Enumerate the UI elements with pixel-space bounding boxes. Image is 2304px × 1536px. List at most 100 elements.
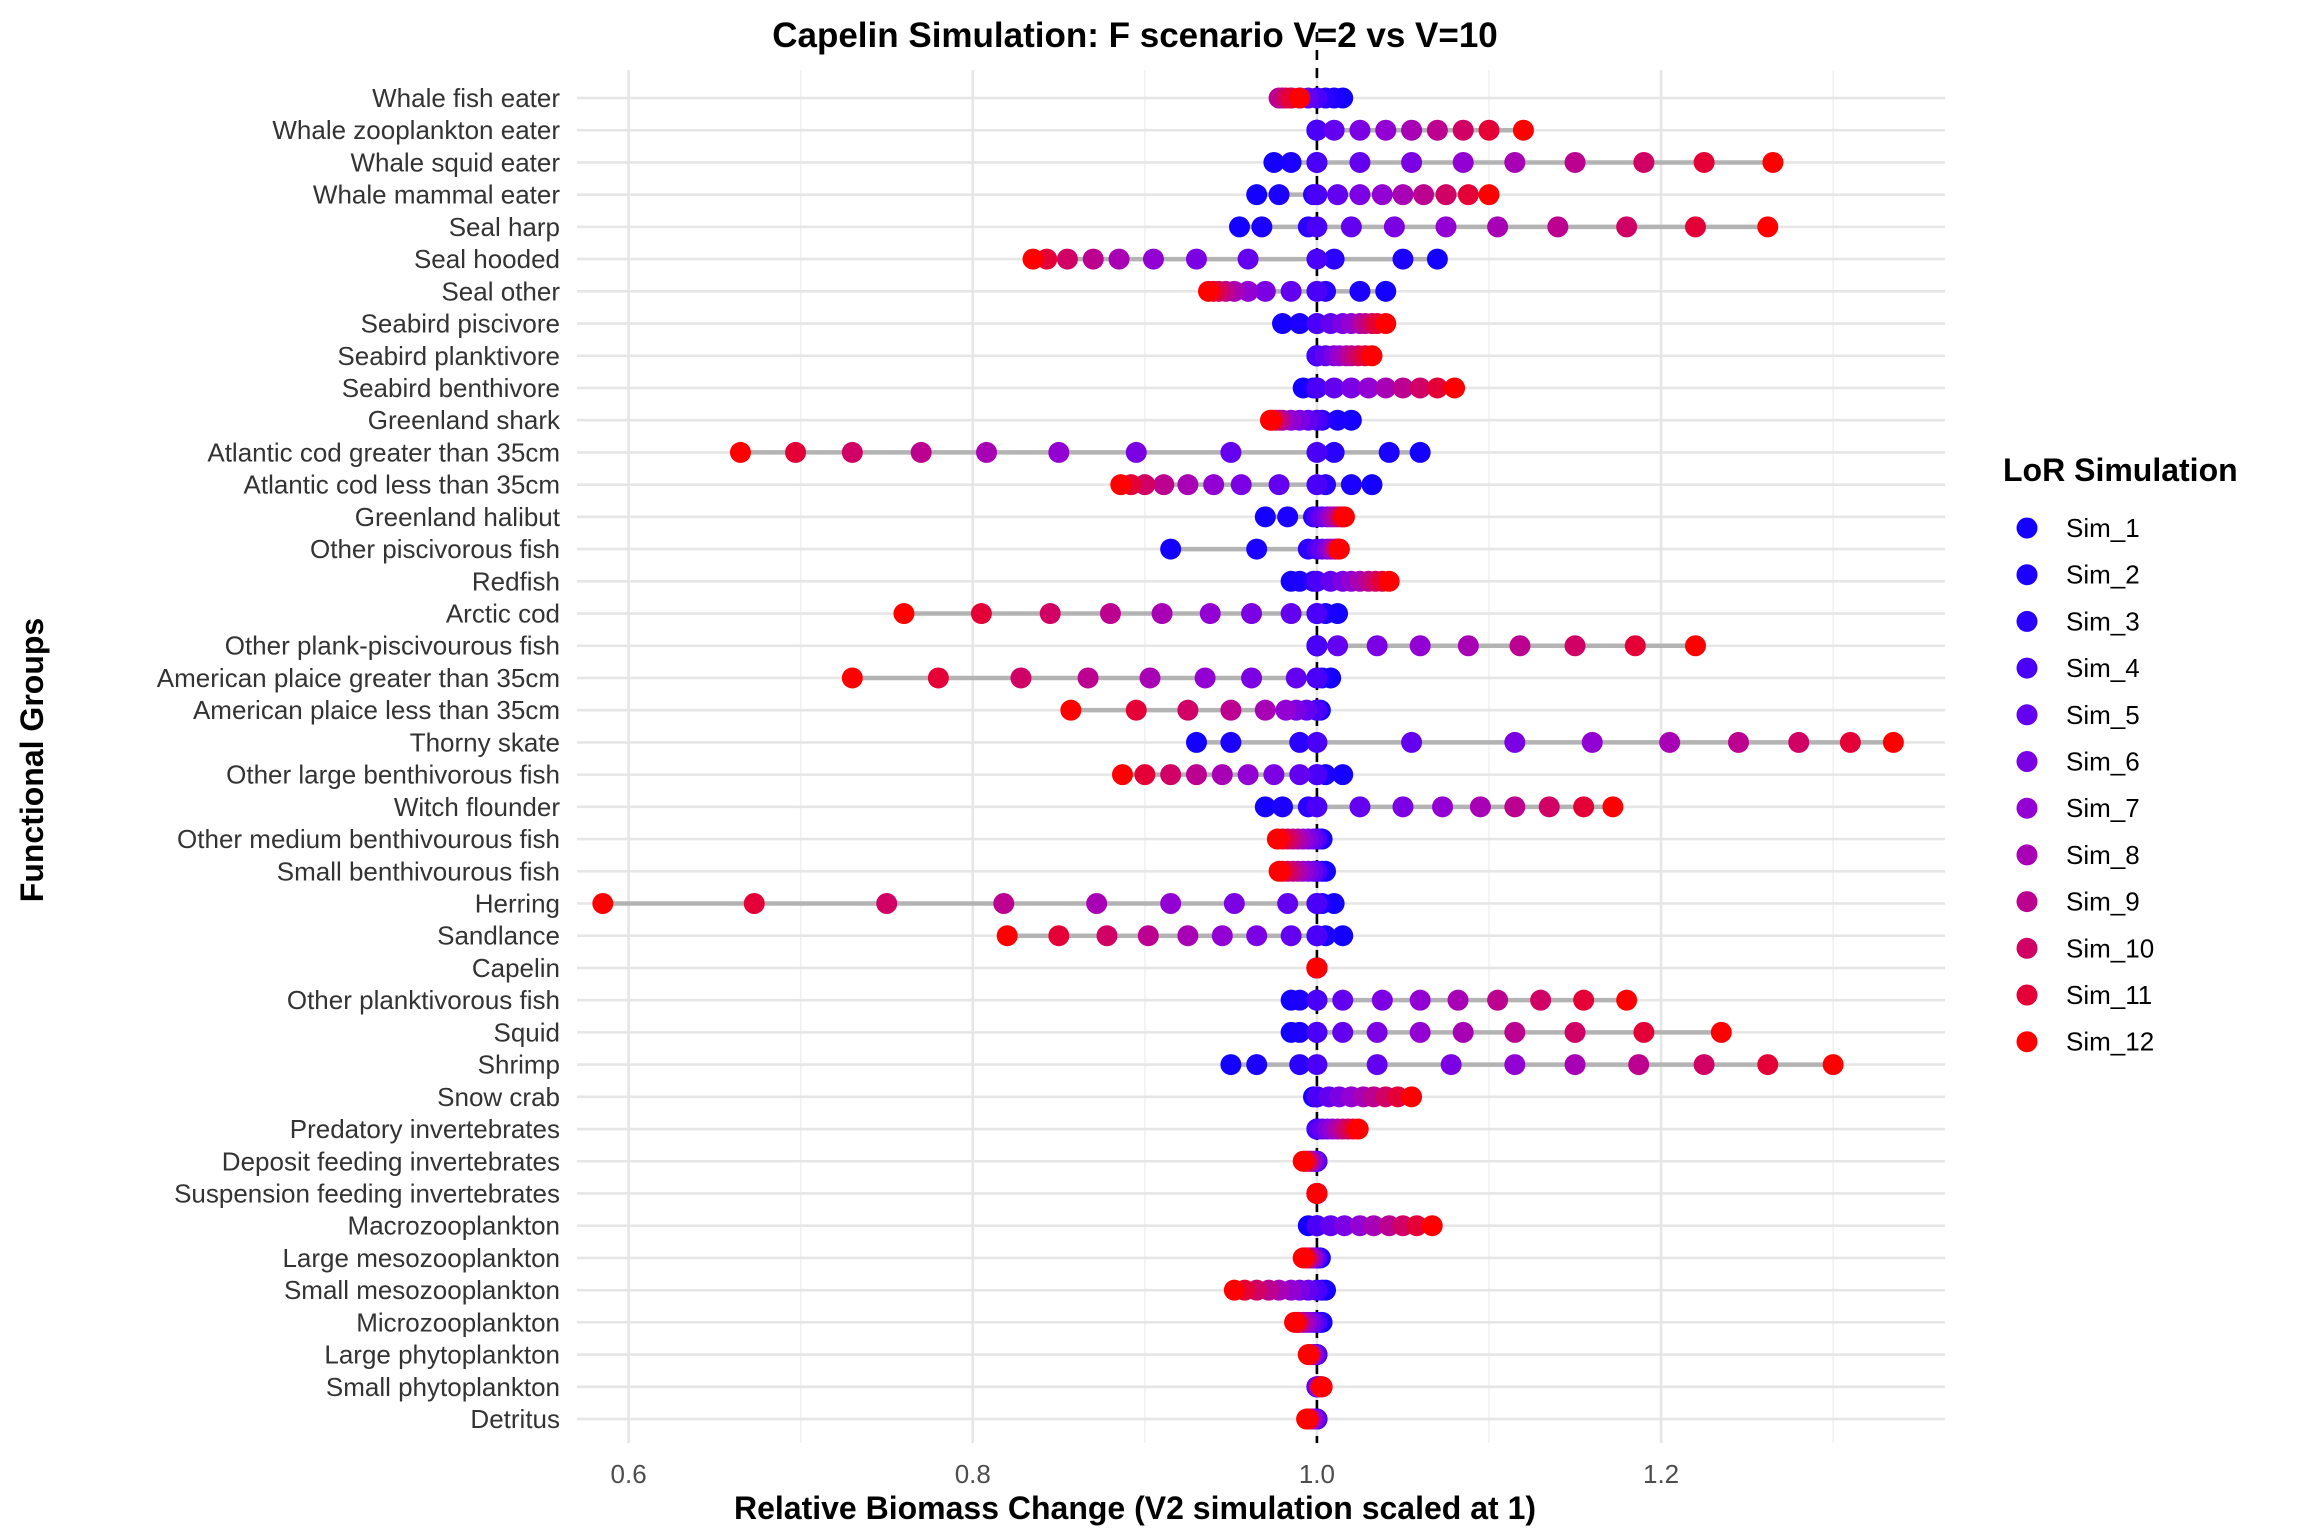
point-sim-8 xyxy=(1177,474,1199,496)
point-sim-8 xyxy=(1086,893,1108,914)
group-label: Deposit feeding invertebrates xyxy=(222,1146,560,1176)
point-sim-2 xyxy=(1246,1054,1268,1076)
legend-label: Sim_1 xyxy=(2066,513,2140,543)
group-label: Herring xyxy=(475,889,560,919)
point-sim-4 xyxy=(1306,377,1328,399)
point-sim-5 xyxy=(1340,216,1362,238)
point-sim-8 xyxy=(1487,216,1509,238)
point-sim-12 xyxy=(1223,1279,1245,1301)
legend-items: Sim_1 Sim_2 Sim_3 Sim_4 Sim_5 Sim_6 Sim_7 Sim_8… xyxy=(2016,513,2154,1057)
point-sim-12 xyxy=(1328,538,1350,560)
group-label: Shrimp xyxy=(478,1050,560,1080)
legend-key-sim-3 xyxy=(2016,610,2038,632)
legend-key-sim-4 xyxy=(2016,657,2038,679)
point-sim-10 xyxy=(1788,731,1810,753)
point-sim-12 xyxy=(1684,635,1706,657)
point-sim-6 xyxy=(1230,474,1252,496)
point-sim-5 xyxy=(1280,925,1302,947)
point-sim-12 xyxy=(1710,1021,1732,1043)
point-sim-3 xyxy=(1323,441,1345,463)
point-sim-10 xyxy=(1564,1021,1586,1043)
point-sim-10 xyxy=(1435,184,1457,206)
legend-key-sim-8 xyxy=(2016,844,2038,866)
x-tick-label: 0.8 xyxy=(955,1459,991,1489)
group-label: Predatory invertebrates xyxy=(290,1114,560,1144)
legend-label: Sim_5 xyxy=(2066,700,2140,730)
point-sim-1 xyxy=(1332,925,1354,947)
point-sim-9 xyxy=(1504,796,1526,818)
point-sim-5 xyxy=(1366,1054,1388,1076)
point-sim-5 xyxy=(1349,796,1371,818)
point-sim-6 xyxy=(1254,280,1276,302)
point-sim-8 xyxy=(1504,151,1526,173)
point-sim-10 xyxy=(1616,216,1638,238)
point-sim-8 xyxy=(1659,731,1681,753)
point-sim-10 xyxy=(1633,151,1655,173)
group-label: Squid xyxy=(494,1017,561,1047)
point-sim-10 xyxy=(1010,667,1032,689)
point-sim-12 xyxy=(1292,1150,1314,1172)
point-sim-11 xyxy=(1757,1054,1779,1076)
point-sim-8 xyxy=(1401,119,1423,141)
point-sim-12 xyxy=(1602,796,1624,818)
x-tick-label: 1.2 xyxy=(1643,1459,1679,1489)
point-sim-1 xyxy=(1263,151,1285,173)
point-sim-6 xyxy=(1333,1215,1355,1237)
point-sim-8 xyxy=(1457,635,1479,657)
point-sim-7 xyxy=(1581,731,1603,753)
point-sim-10 xyxy=(1530,989,1552,1011)
point-sim-1 xyxy=(1426,248,1448,270)
point-sim-4 xyxy=(1306,248,1328,270)
point-sim-9 xyxy=(1547,216,1569,238)
point-sim-9 xyxy=(993,893,1015,914)
point-sim-6 xyxy=(1383,216,1405,238)
point-sim-11 xyxy=(1457,184,1479,206)
group-label: Atlantic cod greater than 35cm xyxy=(207,437,560,467)
point-sim-12 xyxy=(592,893,614,914)
legend-label: Sim_10 xyxy=(2066,933,2154,963)
point-sim-1 xyxy=(1375,280,1397,302)
legend-label: Sim_3 xyxy=(2066,606,2140,636)
point-sim-12 xyxy=(729,441,751,463)
legend-key-sim-1 xyxy=(2016,517,2038,539)
point-sim-11 xyxy=(1134,764,1156,786)
point-sim-5 xyxy=(1327,635,1349,657)
point-sim-1 xyxy=(1228,216,1250,238)
point-sim-11 xyxy=(1426,377,1448,399)
point-sim-7 xyxy=(1160,893,1182,914)
point-sim-9 xyxy=(1137,925,1159,947)
group-label: Whale zooplankton eater xyxy=(272,115,560,145)
point-sim-12 xyxy=(1762,151,1784,173)
point-sim-4 xyxy=(1306,216,1328,238)
point-sim-9 xyxy=(1185,764,1207,786)
legend-key-sim-10 xyxy=(2016,937,2038,959)
point-sim-1 xyxy=(1220,1054,1242,1076)
group-label: Whale mammal eater xyxy=(313,180,560,210)
group-label: American plaice less than 35cm xyxy=(193,695,560,725)
point-sim-12 xyxy=(1022,248,1044,270)
point-sim-4 xyxy=(1306,925,1328,947)
point-sim-5 xyxy=(1220,441,1242,463)
x-axis-title: Relative Biomass Change (V2 simulation s… xyxy=(734,1490,1536,1526)
point-sim-12 xyxy=(1444,377,1466,399)
point-sim-2 xyxy=(1268,184,1290,206)
point-sim-10 xyxy=(841,441,863,463)
point-sim-10 xyxy=(1538,796,1560,818)
x-tick-label: 1.0 xyxy=(1299,1459,1335,1489)
point-sim-11 xyxy=(1406,1215,1428,1237)
point-sim-4 xyxy=(1306,731,1328,753)
point-sim-10 xyxy=(1177,699,1199,721)
group-label: Arctic cod xyxy=(446,599,560,629)
point-sim-2 xyxy=(1378,441,1400,463)
group-label: Thorny skate xyxy=(410,727,560,757)
point-sim-4 xyxy=(1306,635,1328,657)
point-sim-7 xyxy=(1504,1054,1526,1076)
point-sim-2 xyxy=(1280,151,1302,173)
point-sim-7 xyxy=(1237,764,1259,786)
point-sim-8 xyxy=(1469,796,1491,818)
point-sim-2 xyxy=(1246,538,1268,560)
point-sim-1 xyxy=(1409,441,1431,463)
point-sim-9 xyxy=(1426,119,1448,141)
point-sim-12 xyxy=(1347,1118,1369,1140)
point-sim-4 xyxy=(1306,441,1328,463)
